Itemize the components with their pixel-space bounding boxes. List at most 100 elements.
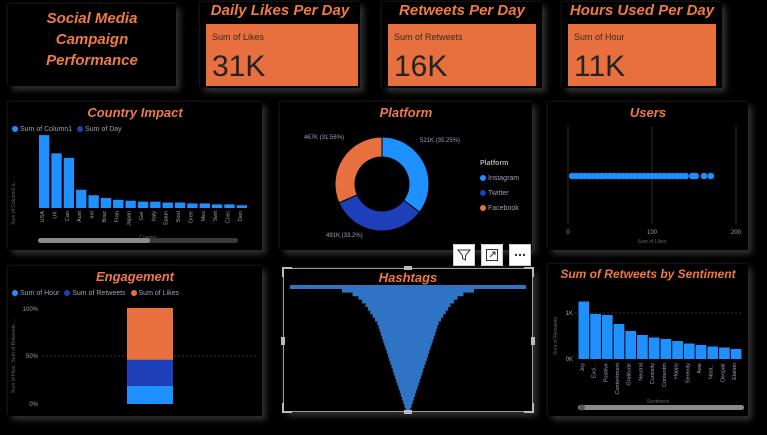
- hashtag-bar[interactable]: [396, 378, 420, 383]
- country-bar[interactable]: [187, 203, 198, 208]
- hashtag-bar[interactable]: [358, 295, 458, 300]
- hashtag-bar[interactable]: [374, 317, 442, 322]
- sentiment-bar[interactable]: [707, 346, 719, 360]
- country-bar-chart[interactable]: Sum of Column1 a... Country USAUKCanAust…: [8, 102, 262, 250]
- country-bar[interactable]: [63, 157, 75, 208]
- resize-corner-tl[interactable]: [282, 267, 292, 277]
- hashtag-bar[interactable]: [377, 321, 439, 325]
- country-bar[interactable]: [211, 204, 223, 208]
- more-options-button[interactable]: [509, 244, 531, 266]
- legend-item-twitter[interactable]: Twitter: [480, 186, 519, 201]
- hashtag-bar[interactable]: [395, 375, 421, 379]
- hashtag-bar[interactable]: [402, 396, 414, 401]
- resize-handle-bottom[interactable]: [404, 410, 412, 414]
- users-scatter-chart[interactable]: 0 100 200 Sum of Likes: [548, 102, 748, 250]
- retweets-scrollbar-thumb[interactable]: [578, 405, 744, 410]
- sentiment-bar[interactable]: [672, 341, 683, 359]
- resize-corner-bl[interactable]: [282, 403, 292, 413]
- hashtag-bar[interactable]: [400, 393, 416, 397]
- hashtag-bar[interactable]: [399, 389, 417, 394]
- engagement-segment-likes[interactable]: [127, 308, 173, 360]
- country-scrollbar-thumb[interactable]: [38, 238, 150, 243]
- users-point[interactable]: [700, 172, 708, 180]
- resize-corner-tr[interactable]: [524, 267, 534, 277]
- country-bar[interactable]: [100, 197, 112, 208]
- resize-corner-br[interactable]: [524, 403, 534, 413]
- sentiment-bar[interactable]: [660, 339, 672, 359]
- retweets-sentiment-panel[interactable]: Sum of Retweets by Sentiment Sum of Retw…: [548, 264, 748, 416]
- hashtag-bar[interactable]: [365, 303, 451, 307]
- sentiment-bar[interactable]: [648, 337, 660, 360]
- hashtag-bar[interactable]: [387, 353, 429, 358]
- hashtag-bar[interactable]: [390, 360, 426, 365]
- sentiment-bar[interactable]: [578, 301, 590, 360]
- hashtag-bar[interactable]: [370, 310, 446, 315]
- legend-item-facebook[interactable]: Facebook: [480, 201, 519, 216]
- sentiment-bar[interactable]: [625, 331, 637, 359]
- hashtag-bar[interactable]: [385, 346, 431, 351]
- platform-donut-chart[interactable]: 467K (31.56%) 521K (35.25%) 491K (33.2%): [280, 102, 532, 250]
- sentiment-bar[interactable]: [730, 349, 742, 359]
- hashtag-bar[interactable]: [378, 324, 438, 329]
- hashtag-bar[interactable]: [367, 306, 449, 311]
- hashtags-panel[interactable]: Hashtags: [281, 266, 535, 414]
- country-bar[interactable]: [113, 199, 124, 208]
- hashtag-bar[interactable]: [372, 313, 444, 318]
- resize-handle-right[interactable]: [531, 337, 535, 345]
- retweets-scrollbar-start[interactable]: [579, 404, 585, 411]
- country-bar[interactable]: [88, 195, 99, 208]
- country-bar[interactable]: [76, 189, 87, 208]
- sentiment-bar[interactable]: [637, 335, 648, 359]
- country-bar[interactable]: [162, 202, 173, 208]
- retweets-sentiment-chart[interactable]: Sum of Retweets 1K 0K Sentiment Joy Exci.…: [548, 264, 748, 416]
- sentiment-bar[interactable]: [695, 345, 707, 359]
- hashtag-bar[interactable]: [352, 292, 464, 297]
- country-bar[interactable]: [39, 135, 50, 208]
- retweets-kpi-panel[interactable]: Retweets Per Day Sum of Retweets 16K: [382, 2, 542, 88]
- legend-item-instagram[interactable]: Instagram: [480, 171, 519, 186]
- country-bar[interactable]: [137, 201, 149, 208]
- users-point[interactable]: [707, 172, 715, 180]
- country-bar[interactable]: [174, 202, 186, 208]
- focus-mode-button[interactable]: [481, 244, 503, 266]
- users-panel[interactable]: Users 0 100 200 Sum of Likes: [548, 102, 748, 250]
- country-impact-panel[interactable]: Country Impact Sum of Column1 Sum of Day…: [8, 102, 262, 250]
- likes-kpi-panel[interactable]: Daily Likes Per Day Sum of Likes 31K: [200, 2, 360, 88]
- hashtag-bar[interactable]: [290, 285, 526, 289]
- hashtag-bar[interactable]: [392, 367, 424, 372]
- hours-kpi-panel[interactable]: Hours Used Per Day Sum of Hour 11K: [562, 2, 722, 88]
- hashtag-bar[interactable]: [393, 371, 423, 376]
- hashtag-bar[interactable]: [341, 288, 475, 293]
- hashtag-bar[interactable]: [403, 400, 413, 405]
- platform-slice-facebook[interactable]: [334, 136, 383, 204]
- sentiment-bar[interactable]: [613, 324, 625, 359]
- hashtag-bar[interactable]: [383, 339, 433, 343]
- engagement-panel[interactable]: Engagement Sum of Hour Sum of Retweets S…: [8, 266, 262, 416]
- platform-slice-instagram[interactable]: [381, 136, 430, 213]
- hashtag-bar[interactable]: [397, 382, 419, 387]
- country-bar[interactable]: [199, 203, 210, 208]
- country-bar[interactable]: [125, 200, 136, 208]
- sentiment-bar[interactable]: [719, 347, 730, 360]
- hashtag-bar[interactable]: [398, 385, 418, 390]
- sentiment-bar[interactable]: [601, 315, 613, 359]
- engagement-stacked-chart[interactable]: Sum of Hour, Sum of Retweets ... 100% 50…: [8, 266, 262, 416]
- hashtag-bar[interactable]: [386, 349, 430, 354]
- engagement-segment-retweets[interactable]: [127, 359, 173, 386]
- hashtag-bar[interactable]: [384, 342, 432, 347]
- filter-button[interactable]: [453, 244, 475, 266]
- engagement-segment-hour[interactable]: [127, 385, 173, 404]
- country-bar[interactable]: [51, 153, 62, 208]
- hashtag-bar[interactable]: [404, 403, 412, 408]
- resize-handle-top[interactable]: [404, 266, 412, 270]
- hashtag-bar[interactable]: [389, 357, 427, 361]
- platform-panel[interactable]: Platform 467K (31.56%) 521K (35.25%) 491…: [280, 102, 532, 250]
- hashtag-bar[interactable]: [379, 328, 437, 333]
- sentiment-bar[interactable]: [683, 343, 695, 360]
- hashtag-bar[interactable]: [391, 364, 425, 369]
- resize-handle-left[interactable]: [281, 337, 285, 345]
- hashtag-bar[interactable]: [382, 335, 434, 340]
- hashtag-bar[interactable]: [380, 331, 436, 336]
- country-bar[interactable]: [150, 201, 161, 208]
- users-point[interactable]: [692, 172, 699, 180]
